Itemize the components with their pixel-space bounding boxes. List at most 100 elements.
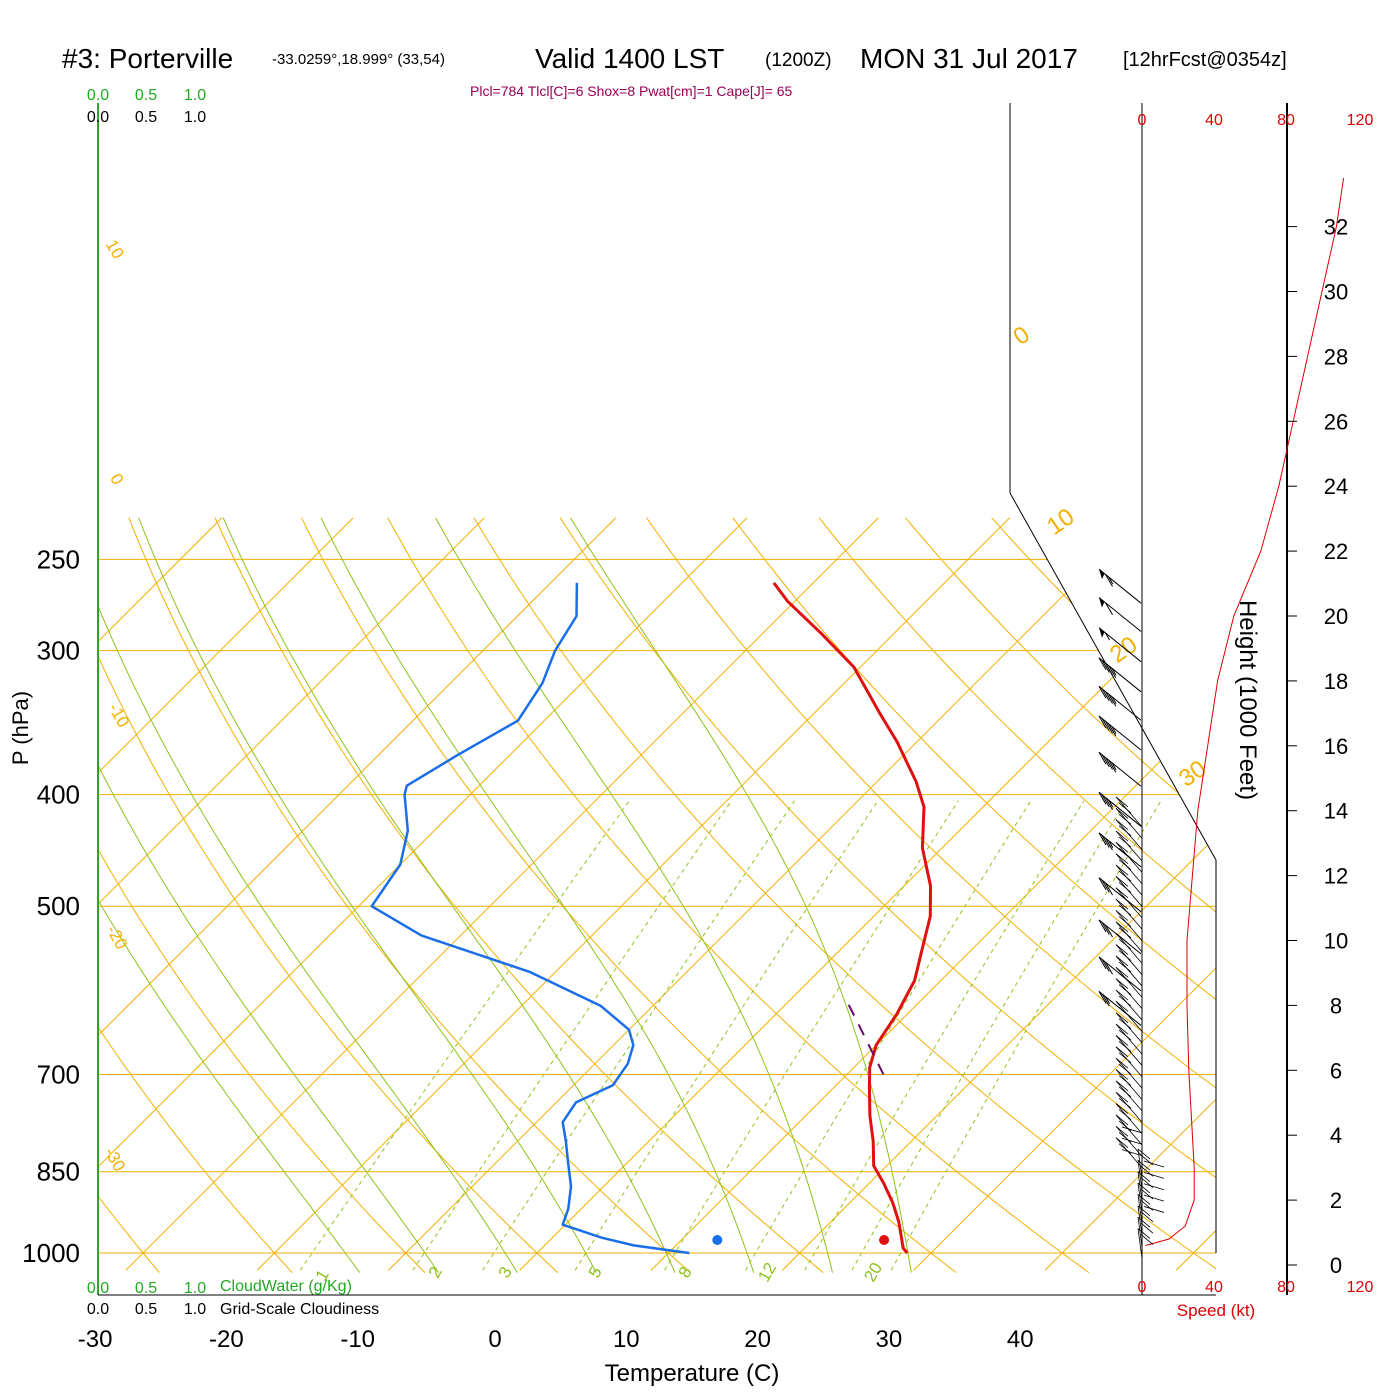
- temperature-tick-label: 40: [1007, 1326, 1034, 1353]
- isotherm-line: [650, 517, 1216, 1271]
- height-tick-label: 10: [1324, 929, 1348, 954]
- isotherm-line: [256, 517, 1011, 1271]
- moist-adiabat-line: [320, 517, 755, 1273]
- pressure-tick-label: 250: [37, 544, 80, 574]
- pressure-axis-title: P (hPa): [8, 691, 33, 765]
- dry-adiabat-line: [646, 517, 1216, 1274]
- wind-barb: [1115, 807, 1143, 839]
- moist-adiabat-line: [98, 517, 361, 1273]
- temperature-tick-label: -20: [209, 1326, 244, 1353]
- dry-adiabat-label: 10: [102, 236, 128, 262]
- height-tick-label: 16: [1324, 734, 1348, 759]
- mixing-ratio-label: 2: [425, 1263, 446, 1281]
- pressure-tick-label: 850: [37, 1157, 80, 1187]
- wind-barb: [1137, 1171, 1165, 1202]
- temperature-tick-label: 30: [876, 1326, 903, 1353]
- speed-tick-label: 80: [1277, 1279, 1295, 1296]
- wind-barb: [1098, 657, 1142, 693]
- cloudwater-tick-label: 1.0: [184, 87, 206, 104]
- wind-barb: [1115, 932, 1143, 964]
- pressure-tick-label: 400: [37, 780, 80, 810]
- isotherm-line: [388, 517, 1142, 1271]
- pressure-tick-label: 1000: [22, 1238, 80, 1268]
- mixing-ratio-line: [890, 800, 1162, 1271]
- height-axis-title: Height (1000 Feet): [1234, 600, 1261, 800]
- dry-adiabat-line: [0, 518, 27, 1273]
- height-tick-label: 30: [1324, 280, 1348, 305]
- dry-adiabat-line: [1337, 518, 1400, 1273]
- moist-adiabat-line: [138, 517, 597, 1273]
- wind-barb: [1115, 1125, 1143, 1157]
- parcel-profile-line: [844, 996, 885, 1076]
- height-tick-label: 24: [1324, 474, 1348, 499]
- cloudiness-tick-label: 1.0: [184, 109, 206, 126]
- isotherm-line: [1044, 517, 1216, 1271]
- moist-adiabat-line: [570, 517, 912, 1273]
- dry-adiabat-line: [214, 517, 824, 1273]
- mixing-ratio-label: 20: [860, 1259, 886, 1285]
- cloudiness-tick-label: 0.5: [135, 109, 157, 126]
- height-tick-label: 14: [1324, 799, 1348, 824]
- station-title: #3: Porterville: [62, 43, 234, 74]
- wind-barb: [1137, 1182, 1165, 1214]
- speed-tick-label: 40: [1205, 112, 1223, 129]
- moist-adiabat-line: [98, 517, 440, 1273]
- forecast-info: [12hrFcst@0354z]: [1123, 49, 1287, 71]
- pressure-tick-label: 700: [37, 1060, 80, 1090]
- dry-adiabat-line: [905, 517, 1216, 1274]
- isotherm-line: [98, 517, 485, 1271]
- temperature-tick-label: -10: [340, 1326, 375, 1353]
- cloudwater-tick-label: 0.0: [87, 87, 109, 104]
- wind-barb: [1115, 1069, 1143, 1100]
- speed-tick-label: 0: [1138, 1279, 1147, 1296]
- wind-barb: [1115, 898, 1143, 930]
- height-tick-label: 4: [1330, 1123, 1342, 1148]
- isotherm-line: [98, 517, 617, 1271]
- wind-barb: [1115, 796, 1143, 828]
- wind-barb: [1098, 568, 1142, 604]
- isotherm-line: [519, 517, 1216, 1271]
- temperature-surface-point: [879, 1235, 890, 1245]
- wind-barb: [1115, 1137, 1143, 1168]
- wind-barb: [1115, 1114, 1143, 1146]
- isotherm-line: [782, 517, 1216, 1271]
- wind-barb: [1098, 685, 1142, 721]
- wind-barb: [1115, 978, 1143, 1009]
- mixing-ratio-line: [412, 800, 732, 1271]
- dry-adiabat-line: [559, 517, 1216, 1274]
- dry-adiabat-line: [473, 517, 1216, 1274]
- wind-barb: [1115, 1046, 1143, 1078]
- mixing-ratio-label: 12: [754, 1259, 780, 1285]
- wind-barb: [1098, 597, 1142, 632]
- wind-barb: [1098, 791, 1142, 827]
- height-tick-label: 0: [1330, 1253, 1342, 1278]
- dry-adiabat-line: [732, 517, 1216, 1274]
- height-tick-label: 8: [1330, 993, 1342, 1018]
- speed-tick-label: 120: [1347, 1279, 1374, 1296]
- wind-barb: [1115, 887, 1143, 919]
- cloudiness-tick-label: 0.0: [87, 109, 109, 126]
- moist-adiabat-line: [222, 517, 676, 1273]
- wind-barb: [1115, 944, 1143, 975]
- cloudwater-tick-label: 0.0: [87, 1280, 109, 1297]
- wind-barb: [1115, 876, 1143, 907]
- wind-barb: [1115, 1035, 1143, 1066]
- temperature-tick-label: 10: [613, 1326, 640, 1353]
- wind-barb: [1115, 864, 1143, 896]
- mixing-ratio-line: [744, 800, 1032, 1271]
- dry-adiabat-line: [818, 517, 1216, 1274]
- speed-axis-title: Speed (kt): [1177, 1301, 1255, 1320]
- mixing-ratio-label: 5: [585, 1263, 606, 1281]
- isotherm-line: [1175, 517, 1216, 1271]
- dry-adiabat-label: 10: [1042, 503, 1079, 540]
- wind-barb: [1115, 1023, 1143, 1055]
- wind-barb: [1098, 751, 1142, 787]
- isotherm-line: [98, 517, 354, 1271]
- cloudwater-tick-label: 0.5: [135, 1280, 157, 1297]
- valid-date: MON 31 Jul 2017: [860, 43, 1078, 74]
- wind-barb: [1115, 910, 1143, 941]
- mixing-ratio-label: 3: [495, 1263, 516, 1281]
- wind-barb: [1115, 1080, 1143, 1112]
- cloudiness-tick-label: 1.0: [184, 1301, 206, 1318]
- dry-adiabat-label: -10: [104, 700, 133, 731]
